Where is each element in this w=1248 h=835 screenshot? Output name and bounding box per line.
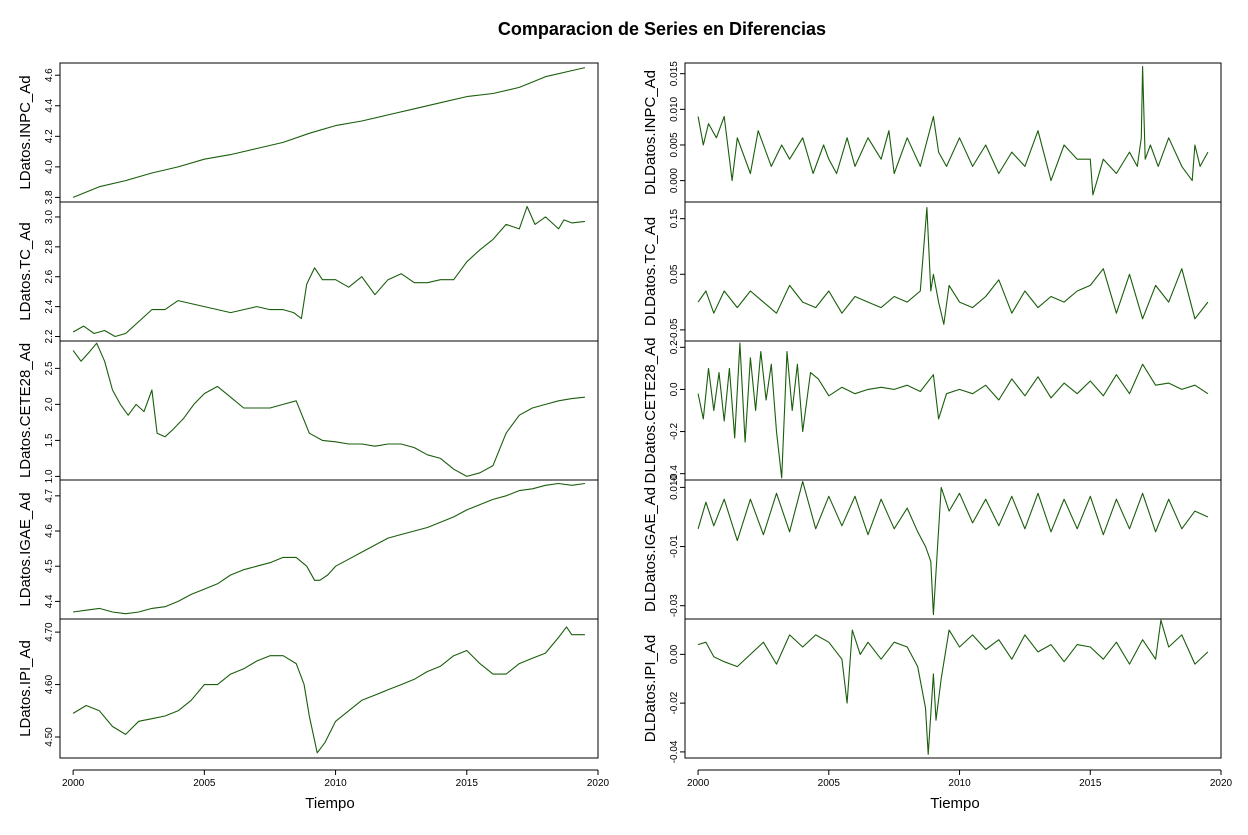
panel-left-2: 2.2 2.4 2.6 2.8 3.0 LDatos.TC_Ad bbox=[17, 201, 599, 343]
y-tick-label: 4.0 bbox=[44, 159, 55, 173]
series-line bbox=[697, 207, 1209, 325]
y-tick-label: 0.00 bbox=[669, 644, 680, 664]
y-tick-label: 4.5 bbox=[44, 559, 55, 573]
y-tick-label: 2.2 bbox=[44, 329, 55, 343]
panel-right-4: -0.03 -0.01 0.010 DLDatos.IGAE_Ad bbox=[642, 474, 1222, 620]
y-axis-label: LDatos.INPC_Ad bbox=[17, 75, 34, 189]
series-line bbox=[72, 67, 586, 198]
y-tick-label: 4.50 bbox=[44, 727, 55, 747]
y-tick-label: -0.01 bbox=[669, 535, 680, 558]
series-line bbox=[697, 342, 1209, 479]
x-tick-label: 2010 bbox=[948, 778, 971, 789]
y-axis-label: LDatos.IGAE_Ad bbox=[17, 492, 34, 606]
x-tick-label: 2010 bbox=[324, 778, 347, 789]
panel-frame bbox=[59, 618, 599, 759]
x-tick-label: 2020 bbox=[1210, 778, 1233, 789]
x-tick-label: 2015 bbox=[1079, 778, 1102, 789]
panel-frame bbox=[684, 340, 1222, 481]
series-line bbox=[72, 205, 585, 338]
y-axis-label: DLDatos.CETE28_Ad bbox=[642, 338, 659, 484]
x-tick-label: 2005 bbox=[193, 778, 216, 789]
y-tick-label: 0.015 bbox=[669, 61, 680, 86]
y-tick-label: 1.5 bbox=[44, 433, 55, 447]
y-tick-label: 4.7 bbox=[44, 488, 55, 502]
y-tick-label: -0.03 bbox=[669, 594, 680, 617]
panel-frame bbox=[59, 62, 599, 203]
y-tick-label: 0.005 bbox=[669, 132, 680, 157]
panel-frame bbox=[59, 479, 599, 620]
x-tick-label: 2000 bbox=[62, 778, 85, 789]
y-tick-label: 4.4 bbox=[44, 98, 55, 112]
x-tick-label: 2005 bbox=[818, 778, 841, 789]
y-tick-label: -0.05 bbox=[669, 318, 680, 341]
y-axis-label: LDatos.IPI_Ad bbox=[17, 640, 34, 737]
x-tick-label: 2015 bbox=[456, 778, 479, 789]
x-tick-label: 2000 bbox=[687, 778, 710, 789]
y-tick-label: 2.6 bbox=[44, 269, 55, 283]
y-tick-label: 4.2 bbox=[44, 129, 55, 143]
series-line bbox=[73, 482, 585, 615]
y-tick-label: -0.4 bbox=[669, 465, 680, 483]
x-tick-label: 2020 bbox=[587, 778, 610, 789]
series-line bbox=[697, 66, 1209, 196]
y-tick-label: 3.0 bbox=[44, 210, 55, 224]
y-tick-label: 4.4 bbox=[44, 594, 55, 608]
figure-title: Comparacion de Series en Diferencias bbox=[498, 19, 826, 39]
panel-left-4: 4.4 4.5 4.6 4.7 LDatos.IGAE_Ad bbox=[17, 479, 599, 620]
y-tick-label: -0.04 bbox=[669, 740, 680, 763]
x-axis-left: 2000 2005 2010 2015 2020 bbox=[62, 769, 610, 789]
y-tick-label: 0.010 bbox=[669, 474, 680, 499]
y-tick-label: 0.05 bbox=[669, 264, 680, 284]
y-tick-label: 0.010 bbox=[669, 96, 680, 121]
y-tick-label: 2.4 bbox=[44, 299, 55, 313]
y-tick-label: 4.6 bbox=[44, 68, 55, 82]
y-tick-label: 0.2 bbox=[669, 340, 680, 354]
series-line bbox=[72, 626, 585, 754]
panel-frame bbox=[684, 201, 1222, 342]
y-tick-label: 4.70 bbox=[44, 622, 55, 642]
panel-left-3: 1.0 1.5 2.0 2.5 LDatos.CETE28_Ad bbox=[17, 340, 599, 483]
y-tick-label: 1.0 bbox=[44, 469, 55, 483]
y-tick-label: 0.15 bbox=[669, 209, 680, 229]
y-axis-label: DLDatos.IGAE_Ad bbox=[642, 487, 659, 612]
series-line bbox=[697, 619, 1209, 755]
y-tick-label: 4.6 bbox=[44, 524, 55, 538]
panel-right-2: -0.05 0.05 0.15 DLDatos.TC_Ad bbox=[642, 201, 1222, 342]
panel-frame bbox=[684, 618, 1222, 759]
y-tick-label: -0.02 bbox=[669, 691, 680, 714]
panel-frame bbox=[684, 62, 1222, 203]
y-tick-label: 3.8 bbox=[44, 190, 55, 204]
x-axis-label-left: Tiempo bbox=[305, 795, 354, 812]
x-axis-label-right: Tiempo bbox=[930, 795, 979, 812]
panel-left-5: 4.50 4.60 4.70 LDatos.IPI_Ad bbox=[17, 618, 599, 759]
y-axis-label: DLDatos.TC_Ad bbox=[642, 217, 659, 326]
panel-left-1: 3.8 4.0 4.2 4.4 4.6 LDatos.INPC_Ad bbox=[17, 62, 599, 204]
y-tick-label: 0.0 bbox=[669, 382, 680, 396]
panel-right-3: -0.4 -0.2 0.0 0.2 DLDatos.CETE28_Ad bbox=[642, 338, 1222, 484]
y-tick-label: 0.000 bbox=[669, 168, 680, 193]
y-axis-label: DLDatos.IPI_Ad bbox=[642, 635, 659, 743]
y-tick-label: 4.60 bbox=[44, 674, 55, 694]
y-tick-label: 2.0 bbox=[44, 397, 55, 411]
panel-right-1: 0.000 0.005 0.010 0.015 DLDatos.INPC_Ad bbox=[642, 61, 1222, 203]
y-tick-label: 2.8 bbox=[44, 239, 55, 253]
y-tick-label: 2.5 bbox=[44, 361, 55, 375]
x-axis-right: 2000 2005 2010 2015 2020 bbox=[687, 769, 1233, 789]
y-axis-label: DLDatos.INPC_Ad bbox=[642, 70, 659, 195]
panel-frame bbox=[59, 340, 599, 481]
y-tick-label: -0.2 bbox=[669, 423, 680, 441]
y-axis-label: LDatos.CETE28_Ad bbox=[17, 343, 34, 478]
panel-frame bbox=[684, 479, 1222, 620]
series-line bbox=[697, 480, 1209, 616]
panel-right-5: -0.04 -0.02 0.00 DLDatos.IPI_Ad bbox=[642, 618, 1222, 763]
y-axis-label: LDatos.TC_Ad bbox=[17, 222, 34, 320]
series-line bbox=[72, 342, 585, 477]
